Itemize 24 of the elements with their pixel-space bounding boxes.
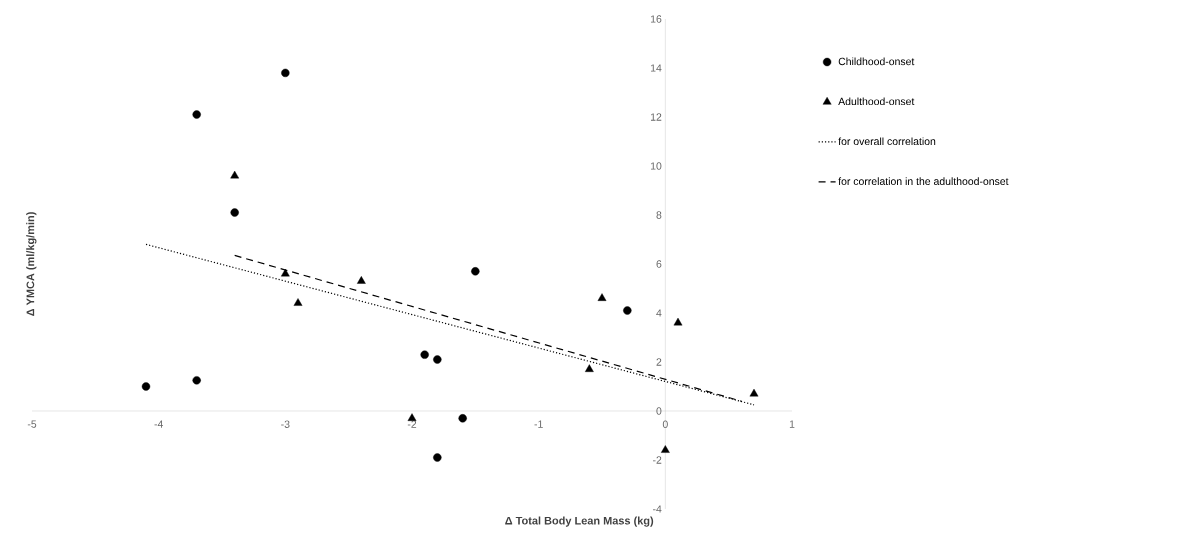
y-tick-label: -4 <box>652 505 662 513</box>
legend-label: Childhood-onset <box>838 57 915 66</box>
y-tick-label: 14 <box>650 64 662 72</box>
x-tick-label: -1 <box>534 420 543 428</box>
y-tick-label: 2 <box>656 358 662 366</box>
y-tick-label: 0 <box>656 407 662 415</box>
legend-label: for overall correlation <box>838 137 936 146</box>
x-tick-label: 0 <box>662 420 668 428</box>
y-tick-label: 12 <box>650 113 662 121</box>
x-tick-label: -2 <box>407 420 417 428</box>
y-tick-label: 10 <box>650 162 662 170</box>
y-tick-label: -2 <box>652 456 662 464</box>
x-tick-label: -4 <box>154 420 164 428</box>
legend-label: for correlation in the adulthood-onset <box>838 177 1009 186</box>
x-axis-title: Δ Total Body Lean Mass (kg) <box>505 516 654 527</box>
y-tick-label: 8 <box>656 211 662 219</box>
legend-label: Adulthood-onset <box>838 97 915 106</box>
x-tick-label: -5 <box>27 420 37 428</box>
y-tick-label: 6 <box>656 260 662 268</box>
y-axis-title: Δ YMCA (ml/kg/min) <box>26 212 37 316</box>
x-tick-label: -3 <box>281 420 290 428</box>
y-tick-label: 4 <box>656 309 662 317</box>
x-tick-label: 1 <box>789 420 795 428</box>
y-tick-label: 16 <box>650 15 662 23</box>
